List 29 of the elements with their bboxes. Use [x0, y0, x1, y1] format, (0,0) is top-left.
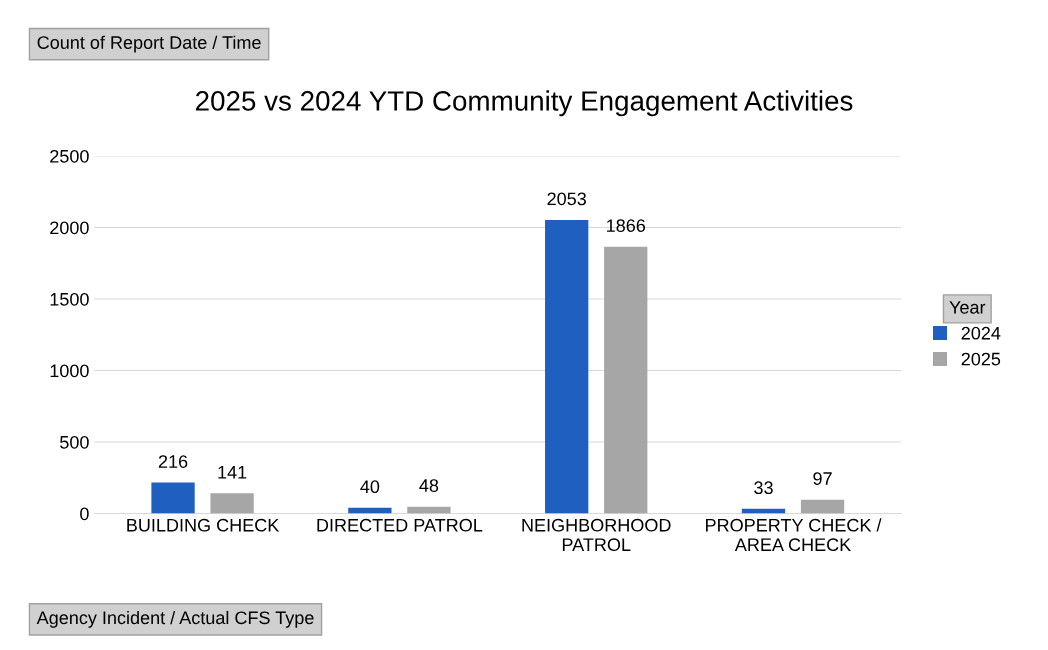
data-label: 141	[218, 466, 247, 479]
bar	[210, 493, 254, 514]
data-label: 1866	[607, 219, 646, 232]
bar	[151, 482, 195, 514]
data-label: 40	[360, 480, 380, 494]
y-tick-label: 500	[60, 435, 89, 449]
data-label: 216	[158, 455, 188, 468]
bar	[800, 499, 845, 514]
x-tick-label: BUILDING CHECK	[127, 518, 280, 532]
legend-label: 2025	[961, 352, 1001, 366]
bar	[604, 246, 648, 514]
x-tick-label: DIRECTED PATROL	[317, 518, 483, 532]
data-label: 48	[419, 479, 439, 492]
text: Agency Incident / Actual CFS Type	[36, 610, 314, 628]
data-label: 33	[754, 481, 773, 495]
data-label: 2053	[547, 192, 586, 206]
text: Count of Report Date / Time	[37, 35, 261, 53]
y-tick-label: 0	[80, 507, 89, 521]
x-tick-label: NEIGHBORHOOD PATROL	[522, 518, 671, 552]
y-tick-label: 2500	[50, 149, 89, 163]
x-tick-label: PROPERTY CHECK / AREA CHECK	[706, 518, 882, 552]
legend-label: 2024	[961, 326, 1001, 340]
y-tick-label: 2000	[50, 221, 89, 235]
y-tick-label: 1000	[50, 364, 89, 378]
chart-title: 2025 vs 2024 YTD Community Engagement Activities	[196, 90, 853, 117]
bar	[545, 219, 589, 514]
y-tick-label: 1500	[50, 292, 89, 306]
data-label: 97	[813, 472, 832, 485]
legend-title: Year	[949, 301, 986, 314]
